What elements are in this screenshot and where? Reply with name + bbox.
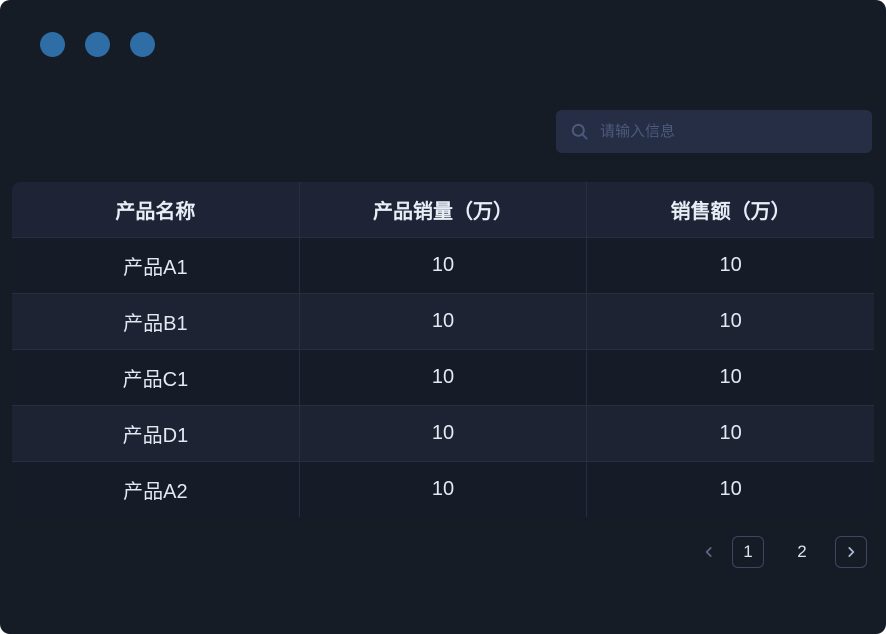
pagination-prev-button[interactable] [693,536,725,568]
table-row: 产品A1 10 10 [12,237,874,294]
chevron-left-icon [702,545,716,559]
table-cell-product-sales: 10 [299,237,588,294]
table-row: 产品D1 10 10 [12,405,874,462]
column-header-product-sales: 产品销量（万） [299,182,588,238]
table-body: 产品A1 10 10 产品B1 10 10 产品C1 10 10 产品D1 10 [12,237,874,517]
column-header-revenue: 销售额（万） [586,182,874,238]
table-cell-product-name: 产品B1 [12,293,300,350]
table-header-row: 产品名称 产品销量（万） 销售额（万） [12,182,874,238]
table-cell-revenue: 10 [586,237,874,294]
pagination-next-button[interactable] [835,536,867,568]
search-input[interactable] [598,122,858,141]
search-icon [570,122,589,141]
table-cell-product-sales: 10 [299,349,588,406]
table-cell-product-name: 产品D1 [12,405,300,462]
table-cell-revenue: 10 [586,461,874,517]
table-header: 产品名称 产品销量（万） 销售额（万） [12,182,874,238]
table-cell-revenue: 10 [586,293,874,350]
pagination: 1 2 [693,536,867,568]
pagination-page-2[interactable]: 2 [786,536,818,568]
table-cell-product-name: 产品A1 [12,237,300,294]
product-table: 产品名称 产品销量（万） 销售额（万） 产品A1 10 10 产品B1 10 1… [12,182,874,517]
table-cell-product-name: 产品C1 [12,349,300,406]
table-cell-revenue: 10 [586,405,874,462]
table-row: 产品B1 10 10 [12,293,874,350]
table-cell-product-sales: 10 [299,405,588,462]
table-cell-product-sales: 10 [299,293,588,350]
window-dot-1[interactable] [40,32,65,57]
chevron-right-icon [844,545,858,559]
table-cell-product-name: 产品A2 [12,461,300,517]
column-header-product-name: 产品名称 [12,182,300,238]
pagination-page-1[interactable]: 1 [732,536,764,568]
table-row: 产品C1 10 10 [12,349,874,406]
table-cell-revenue: 10 [586,349,874,406]
table-row: 产品A2 10 10 [12,461,874,517]
window-controls [40,32,155,57]
window-dot-2[interactable] [85,32,110,57]
search-box[interactable] [556,110,872,153]
table-cell-product-sales: 10 [299,461,588,517]
window-dot-3[interactable] [130,32,155,57]
